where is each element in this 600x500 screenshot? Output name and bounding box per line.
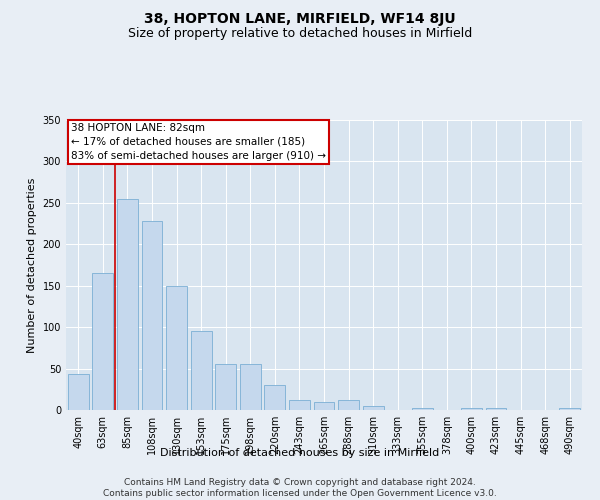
Text: Size of property relative to detached houses in Mirfield: Size of property relative to detached ho…	[128, 28, 472, 40]
Text: 38 HOPTON LANE: 82sqm
← 17% of detached houses are smaller (185)
83% of semi-det: 38 HOPTON LANE: 82sqm ← 17% of detached …	[71, 123, 326, 161]
Bar	[289, 400, 310, 410]
Bar	[240, 364, 261, 410]
Bar	[191, 332, 212, 410]
Bar	[117, 198, 138, 410]
Bar	[461, 408, 482, 410]
Bar	[166, 286, 187, 410]
Text: 38, HOPTON LANE, MIRFIELD, WF14 8JU: 38, HOPTON LANE, MIRFIELD, WF14 8JU	[144, 12, 456, 26]
Bar	[265, 385, 286, 410]
Text: Contains HM Land Registry data © Crown copyright and database right 2024.
Contai: Contains HM Land Registry data © Crown c…	[103, 478, 497, 498]
Text: Distribution of detached houses by size in Mirfield: Distribution of detached houses by size …	[160, 448, 440, 458]
Bar	[559, 408, 580, 410]
Bar	[142, 221, 163, 410]
Bar	[92, 274, 113, 410]
Bar	[215, 364, 236, 410]
Bar	[68, 374, 89, 410]
Y-axis label: Number of detached properties: Number of detached properties	[27, 178, 37, 352]
Bar	[338, 400, 359, 410]
Bar	[314, 402, 334, 410]
Bar	[485, 408, 506, 410]
Bar	[362, 406, 383, 410]
Bar	[412, 408, 433, 410]
